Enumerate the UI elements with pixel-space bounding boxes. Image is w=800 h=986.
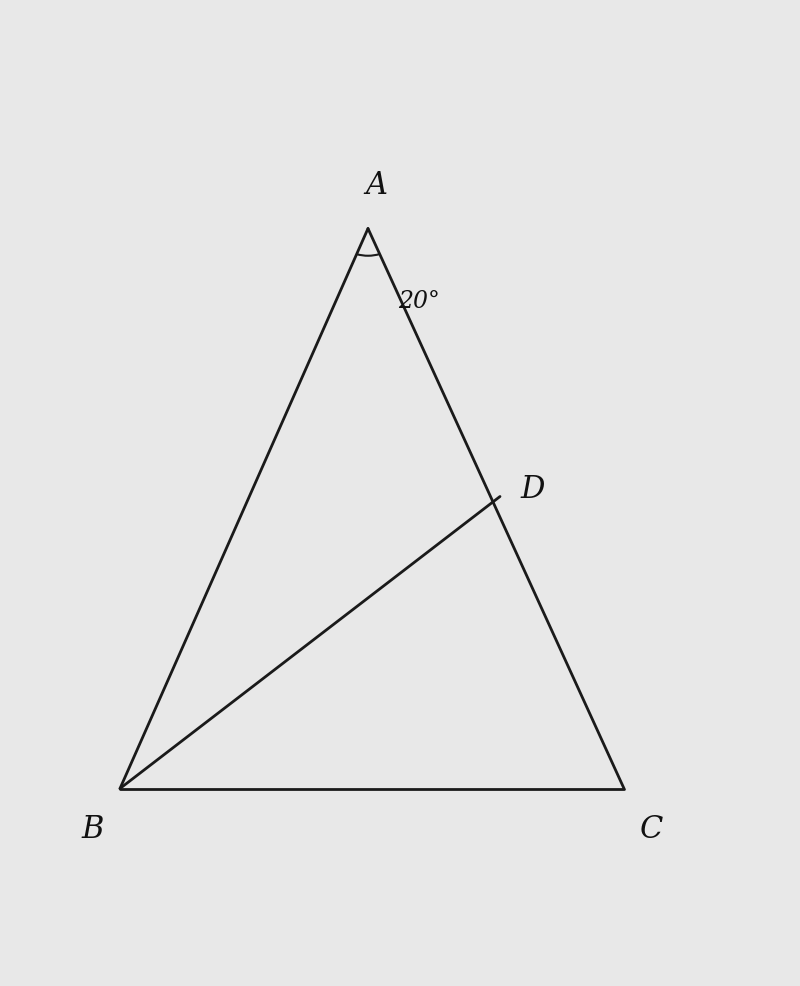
Text: B: B: [82, 812, 104, 844]
Text: D: D: [520, 473, 545, 505]
Text: C: C: [640, 812, 663, 844]
Text: 20°: 20°: [398, 289, 440, 313]
Text: A: A: [365, 171, 387, 201]
